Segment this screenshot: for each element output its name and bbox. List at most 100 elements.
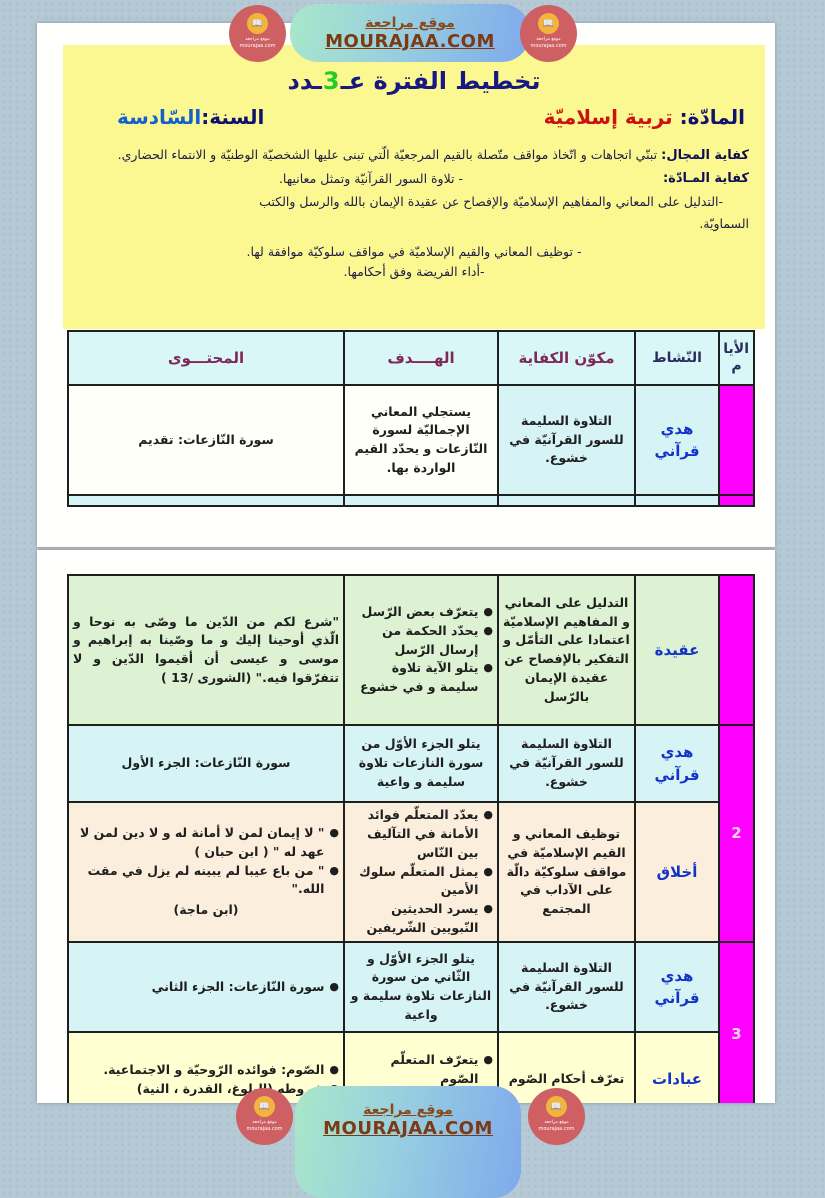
content-bullet: ● " من باع عيبا لم يبينه لم يزل في مقت ال…: [73, 862, 339, 900]
planning-table-page-2: عقيدة التدليل على المعاني و المفاهيم الإ…: [67, 574, 755, 1103]
cell-activity: هدي قرآني: [634, 384, 720, 496]
field-competency-label: كفاية المجال:: [661, 148, 749, 163]
table-header-row: الأيا م النّشاط مكوّن الكفاية الهــــدف …: [67, 330, 755, 386]
mourajaa-logo-card-bottom: موقع مراجعة MOURAJAA.COM: [295, 1086, 521, 1198]
cell-activity: [634, 494, 720, 507]
year-label: السنة:: [201, 105, 265, 129]
document-page-2: عقيدة التدليل على المعاني و المفاهيم الإ…: [37, 550, 775, 1103]
bullet-icon: ●: [329, 826, 339, 840]
cell-content: سورة النّازعات: تقديم: [67, 384, 345, 496]
content-bullet: ● " لا إيمان لمن لا أمانة له و لا دين لمن…: [73, 824, 339, 862]
cell-days: [718, 494, 755, 507]
header-block: تخطيط الفترة عـ3ـدد المادّة: تربية إسلام…: [63, 45, 765, 329]
table-row-hadi-quran-3: 3 هدي قرآني التلاوة السليمة للسور القرآن…: [67, 941, 755, 1103]
year: السنة:السّادسة: [117, 105, 264, 129]
cell-content: سورة النّازعات: الجزء الأول: [67, 724, 345, 803]
bullet-icon: ●: [329, 979, 339, 993]
table-row-hadi-quran-2: 2 هدي قرآني التلاوة السليمة للسور القرآن…: [67, 724, 755, 943]
cell-goal: [343, 494, 499, 507]
cell-goal: يستجلي المعاني الإجماليّة لسورة النّازعا…: [343, 384, 499, 496]
header-days: الأيا م: [718, 330, 755, 386]
subject-competency-item-2-wrap: السماويّة.: [699, 215, 749, 231]
document-sheet: تخطيط الفترة عـ3ـدد المادّة: تربية إسلام…: [37, 23, 775, 1103]
mourajaa-logo-card-top: موقع مراجعة MOURAJAA.COM: [290, 4, 530, 62]
goal-bullet: ● يتلو الآية تلاوة سليمة و في خشوع: [349, 659, 493, 697]
header-activity: النّشاط: [634, 330, 720, 386]
cell-goal: يتلو الجزء الأوّل و الثّاني من سورة النا…: [343, 941, 499, 1033]
cell-goal: يتلو الجزء الأوّل من سورة النازعات تلاوة…: [343, 724, 499, 803]
cell-content: [67, 494, 345, 507]
goal-bullet: ● يحدّد الحكمة من إرسال الرّسل: [349, 622, 493, 660]
cell-days: 3: [718, 941, 755, 1103]
subject-label: المادّة:: [679, 105, 745, 129]
cell-goal: ● يتعرّف بعض الرّسل ● يحدّد الحكمة من إرسا…: [343, 574, 499, 726]
competencies-block: كفاية المجال: تبنّي اتجاهات و اتّخاذ موا…: [79, 145, 749, 282]
subject-competency-item-2: -التدليل على المعاني والمفاهيم الإسلاميّ…: [259, 193, 723, 209]
cell-content: ● الصّوم: فوائده الرّوحيّة و الاجتماعية. …: [67, 1031, 345, 1103]
content-source: (ابن ماجة): [173, 902, 239, 918]
cell-competency: توظيف المعاني و القيم الإسلاميّة في مواق…: [497, 801, 636, 943]
book-icon: 📖: [546, 1096, 567, 1117]
header-goal: الهــــدف: [343, 330, 499, 386]
goal-bullet: ● يتعرّف بعض الرّسل: [349, 603, 493, 622]
goal-bullet: ● يتعرّف المتعلّم الصّوم: [349, 1051, 493, 1089]
goal-bullet: ● يسرد الحديثين النّبويين الشّريفين: [349, 900, 493, 938]
subject-competency: كفاية المـادّة: - تلاوة السور القرآنيّة …: [79, 169, 749, 190]
document-page-1: تخطيط الفترة عـ3ـدد المادّة: تربية إسلام…: [37, 23, 775, 547]
subject-competency-item-1: - تلاوة السور القرآنيّة وتمثل معانيها.: [278, 170, 464, 186]
subject-competency-item-4: -أداء الفريضة وفق أحكامها.: [343, 263, 485, 279]
bullet-icon: ●: [483, 1053, 493, 1067]
cell-goal: ● يعدّد المتعلّم فوائد الأمانة في التآليف…: [343, 801, 499, 943]
bullet-icon: ●: [483, 808, 493, 822]
book-icon: 📖: [538, 13, 559, 34]
subject-year-line: المادّة: تربية إسلاميّة السنة:السّادسة: [79, 105, 749, 129]
cell-activity: عبادات: [634, 1031, 720, 1103]
cell-competency: التلاوة السليمة للسور القرآنيّة في خشوع.: [497, 384, 636, 496]
site-name: موقع مراجعة: [363, 1102, 453, 1118]
goal-bullet: ● يمثل المتعلّم سلوك الأمين: [349, 863, 493, 901]
subject: المادّة: تربية إسلاميّة: [544, 105, 745, 129]
page-separator: [37, 547, 775, 550]
cell-days: [718, 384, 755, 496]
cell-days: 2: [718, 724, 755, 943]
cell-days: [718, 574, 755, 726]
cell-content: ● سورة النّازعات: الجزء الثاني: [67, 941, 345, 1033]
bullet-icon: ●: [483, 902, 493, 916]
header-competency: مكوّن الكفاية: [497, 330, 636, 386]
cell-competency: التدليل على المعاني و المفاهيم الإسلاميّ…: [497, 574, 636, 726]
title-prefix: تخطيط الفترة عـ: [340, 67, 541, 95]
year-value: السّادسة: [117, 105, 202, 129]
book-icon: 📖: [254, 1096, 275, 1117]
goal-bullet: ● يعدّد المتعلّم فوائد الأمانة في التآليف…: [349, 806, 493, 862]
mourajaa-badge-top-right: 📖 موقع مراجعة mourajaa.com: [229, 5, 286, 62]
bullet-icon: ●: [329, 1062, 339, 1076]
cell-activity: هدي قرآني: [634, 724, 720, 803]
content-bullet: ● سورة النّازعات: الجزء الثاني: [73, 978, 339, 997]
bullet-icon: ●: [483, 605, 493, 619]
bullet-icon: ●: [483, 623, 493, 637]
bullet-icon: ●: [329, 863, 339, 877]
subject-competency-item-3: - توظيف المعاني والقيم الإسلاميّة في موا…: [246, 243, 582, 259]
period-number: 3: [322, 67, 340, 95]
bullet-icon: ●: [483, 864, 493, 878]
subject-value: تربية إسلاميّة: [543, 105, 673, 129]
mourajaa-badge-bottom-left: 📖 موقع مراجعة mourajaa.com: [528, 1088, 585, 1145]
site-url-link[interactable]: MOURAJAA.COM: [323, 1118, 493, 1139]
table-row-clipped: [67, 494, 755, 507]
cell-activity: أخلاق: [634, 801, 720, 943]
cell-competency: التلاوة السليمة للسور القرآنيّة في خشوع.: [497, 941, 636, 1033]
cell-competency: التلاوة السليمة للسور القرآنيّة في خشوع.: [497, 724, 636, 803]
mourajaa-badge-bottom-right: 📖 موقع مراجعة mourajaa.com: [236, 1088, 293, 1145]
table-row-akhlaq: أخلاق توظيف المعاني و القيم الإسلاميّة ف…: [67, 801, 754, 943]
cell-competency: [497, 494, 636, 507]
cell-activity: عقيدة: [634, 574, 720, 726]
table-row-hadi-quran-1: هدي قرآني التلاوة السليمة للسور القرآنيّ…: [67, 384, 755, 496]
content-bullet: ● الصّوم: فوائده الرّوحيّة و الاجتماعية.: [73, 1061, 339, 1080]
bullet-icon: ●: [483, 661, 493, 675]
content-bullet: ●شروطه (البلوغ، القدرة ، النية): [73, 1080, 339, 1099]
field-competency-text: تبنّي اتجاهات و اتّخاذ مواقف متّصلة بالق…: [117, 147, 658, 162]
title-suffix: ـدد: [287, 67, 322, 95]
site-url-link[interactable]: MOURAJAA.COM: [325, 30, 495, 52]
mourajaa-badge-top-left: 📖 موقع مراجعة mourajaa.com: [520, 5, 577, 62]
